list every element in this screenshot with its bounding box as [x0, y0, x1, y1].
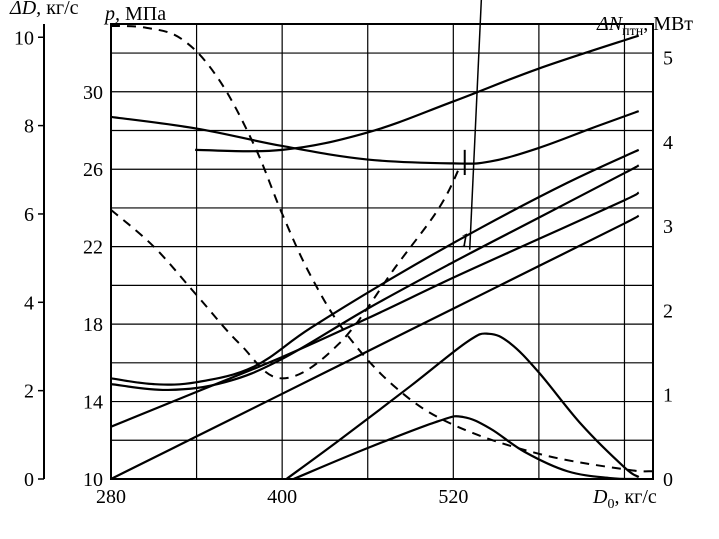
ticklabel-x: 400: [267, 486, 297, 508]
series-label-1: 1: [460, 230, 470, 252]
series-6: [111, 216, 639, 479]
ticklabel-x: 280: [96, 486, 126, 508]
ticklabel-dn: 2: [663, 300, 673, 322]
engineering-chart: 0246810ΔD, кг/с101418222630p, МПа012345Δ…: [0, 0, 719, 539]
ticklabel-delta-d: 10: [14, 27, 34, 49]
series-4: [111, 165, 639, 390]
ticklabel-delta-d: 2: [24, 381, 34, 403]
ticklabel-delta-d: 8: [24, 116, 34, 138]
ticklabel-delta-d: 0: [24, 469, 34, 491]
series-5: [111, 192, 639, 426]
axis-title-dn: ΔNптн, МВт: [596, 13, 693, 39]
ticklabel-p: 26: [83, 159, 103, 181]
axis-title-delta-d: ΔD, кг/с: [9, 0, 79, 19]
axis-title-x: D0, кг/с: [592, 486, 657, 512]
ticklabel-p: 22: [83, 237, 103, 259]
ticklabel-dn: 4: [663, 132, 673, 154]
series-pointer-1: [470, 0, 494, 250]
ticklabel-p: 14: [83, 392, 103, 414]
series-7: [286, 334, 638, 479]
ticklabel-dn: 3: [663, 216, 673, 238]
series-2: [111, 111, 639, 164]
ticklabel-delta-d: 6: [24, 204, 34, 226]
ticklabel-dn: 0: [663, 469, 673, 491]
ticklabel-x: 520: [438, 486, 468, 508]
series-8: [294, 416, 639, 479]
series-3: [111, 150, 639, 385]
ticklabel-p: 30: [83, 82, 103, 104]
ticklabel-p: 18: [83, 314, 103, 336]
axis-title-p: p, МПа: [103, 3, 166, 25]
ticklabel-dn: 5: [663, 48, 673, 70]
ticklabel-delta-d: 4: [24, 292, 34, 314]
ticklabel-dn: 1: [663, 385, 673, 407]
